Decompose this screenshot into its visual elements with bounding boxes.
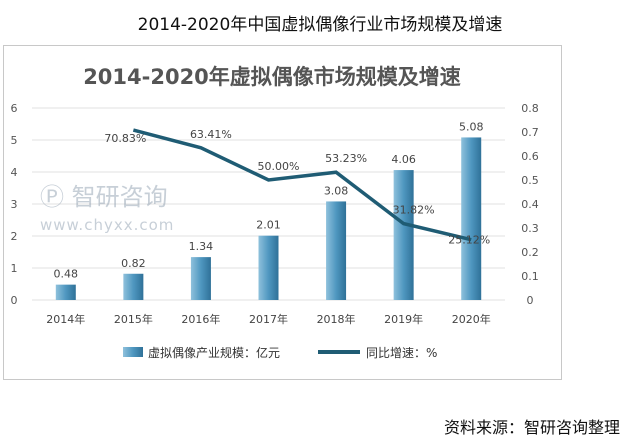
legend-bar-swatch (123, 347, 143, 357)
y-right-tick: 0.5 (521, 174, 539, 187)
x-tick: 2016年 (181, 312, 220, 326)
line-label: 50.00% (258, 160, 300, 173)
bar-label: 3.08 (324, 184, 349, 197)
growth-line (132, 128, 472, 242)
y-right-tick: 0.8 (521, 102, 539, 115)
bar (393, 170, 414, 300)
y-right-tick: 0.1 (521, 270, 539, 283)
bar-label: 1.34 (189, 240, 214, 253)
x-tick: 2017年 (249, 312, 288, 326)
x-tick: 2020年 (452, 312, 491, 326)
bar-label: 4.06 (391, 153, 416, 166)
line-label: 25.12% (448, 234, 490, 247)
bar (326, 201, 347, 300)
y-right-tick: 0.6 (521, 150, 539, 163)
watermark-url: www.chyxx.com (40, 216, 174, 234)
bar (461, 137, 482, 300)
page-title: 2014-2020年中国虚拟偶像行业市场规模及增速 (137, 15, 503, 35)
bar (55, 284, 76, 300)
y-right-tick: 0.4 (521, 198, 539, 211)
line-label: 70.83% (104, 132, 146, 145)
y-left-tick: 3 (11, 198, 18, 211)
legend: 虚拟偶像产业规模：亿元 同比增速：% (123, 345, 437, 360)
y-left-tick: 4 (11, 166, 18, 179)
bar-label: 2.01 (256, 219, 281, 232)
y-left-tick: 5 (11, 134, 18, 147)
bar (123, 273, 144, 300)
y-left-tick: 1 (11, 262, 18, 275)
y-right-tick: 0.7 (521, 126, 539, 139)
y-left-tick: 0 (11, 294, 18, 307)
legend-line-label: 同比增速：% (366, 346, 437, 360)
x-tick: 2014年 (46, 312, 85, 326)
bar (258, 235, 279, 300)
x-tick: 2018年 (317, 312, 356, 326)
line-label: 31.82% (393, 204, 435, 217)
bar-label: 0.82 (121, 257, 146, 270)
bar-label: 0.48 (54, 268, 79, 281)
source-note: 资料来源：智研咨询整理 (443, 418, 620, 437)
legend-bar-label: 虚拟偶像产业规模：亿元 (148, 345, 280, 360)
chart-title: 2014-2020年虚拟偶像市场规模及增速 (83, 65, 461, 89)
y-right-tick: 0 (527, 294, 534, 307)
bar (190, 257, 211, 300)
bar-label: 5.08 (459, 120, 484, 133)
y-right-tick: 0.2 (521, 246, 539, 259)
line-label: 53.23% (325, 152, 367, 165)
x-tick: 2019年 (384, 312, 423, 326)
y-right-tick: 0.3 (521, 222, 539, 235)
y-left-tick: 6 (11, 102, 18, 115)
watermark-logo: Ⓟ 智研咨询 (40, 183, 168, 211)
y-left-tick: 2 (11, 230, 18, 243)
line-label: 63.41% (190, 128, 232, 141)
x-tick: 2015年 (114, 312, 153, 326)
